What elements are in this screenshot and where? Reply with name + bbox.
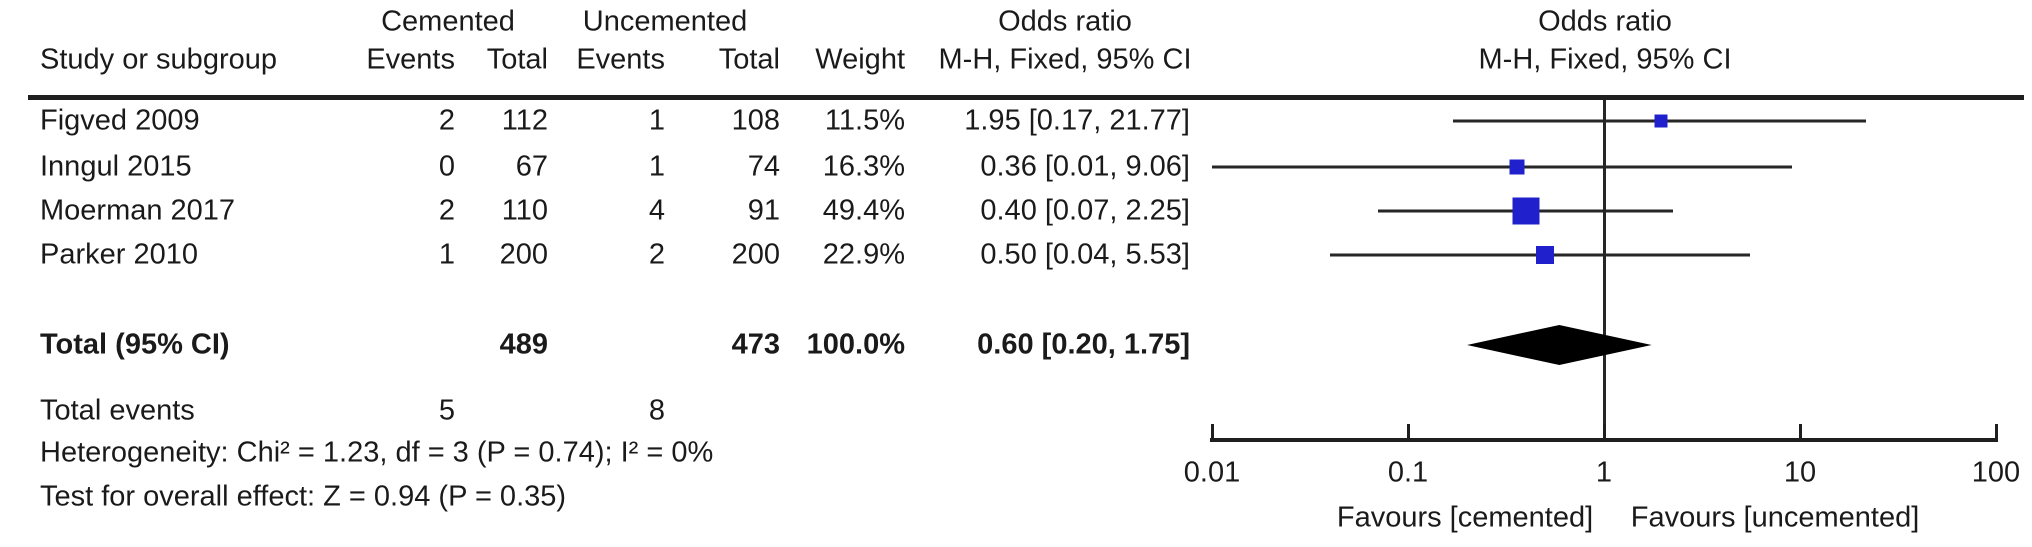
x-axis-tick bbox=[1406, 424, 1410, 440]
x-axis-line bbox=[1210, 438, 1998, 442]
header-cemented-total: Total bbox=[486, 43, 548, 76]
effect-square bbox=[1509, 159, 1525, 175]
x-axis-tick-label: 0.1 bbox=[1387, 456, 1429, 489]
study-weight: 49.4% bbox=[822, 194, 905, 227]
header-uncemented-total: Total bbox=[718, 43, 780, 76]
total-events-uncemented-value: 8 bbox=[648, 394, 665, 427]
header-or-column-title: Odds ratio bbox=[998, 5, 1132, 38]
uncemented-total: 200 bbox=[731, 238, 780, 271]
uncemented-total: 74 bbox=[747, 150, 780, 183]
x-axis-tick bbox=[1798, 424, 1802, 440]
study-name: Figved 2009 bbox=[40, 104, 200, 137]
uncemented-total: 91 bbox=[747, 194, 780, 227]
study-or-value: 0.40 [0.07, 2.25] bbox=[980, 194, 1190, 227]
total-weight: 100.0% bbox=[806, 328, 905, 361]
x-axis-tick bbox=[1602, 424, 1606, 440]
effect-square bbox=[1535, 246, 1554, 264]
effect-square bbox=[1512, 197, 1540, 225]
total-row-label: Total (95% CI) bbox=[40, 328, 230, 361]
favours-left-label: Favours [cemented] bbox=[1336, 501, 1594, 534]
header-group-cemented: Cemented bbox=[381, 5, 515, 38]
uncemented-events: 1 bbox=[648, 104, 665, 137]
study-or-value: 1.95 [0.17, 21.77] bbox=[964, 104, 1190, 137]
header-group-uncemented: Uncemented bbox=[582, 5, 748, 38]
header-uncemented-events: Events bbox=[576, 43, 665, 76]
uncemented-total: 108 bbox=[731, 104, 780, 137]
study-name: Parker 2010 bbox=[40, 238, 198, 271]
study-or-value: 0.50 [0.04, 5.53] bbox=[980, 238, 1190, 271]
pooled-diamond bbox=[1467, 325, 1652, 365]
cemented-events: 2 bbox=[438, 194, 455, 227]
header-rule bbox=[28, 95, 2024, 100]
x-axis-tick-label: 100 bbox=[1971, 456, 2021, 489]
effect-square bbox=[1654, 114, 1668, 128]
header-plot-title: Odds ratio bbox=[1538, 5, 1672, 38]
header-or-column-sub: M-H, Fixed, 95% CI bbox=[938, 43, 1192, 76]
total-events-cemented-value: 5 bbox=[438, 394, 455, 427]
x-axis-tick bbox=[1994, 424, 1998, 440]
total-or-value: 0.60 [0.20, 1.75] bbox=[977, 328, 1190, 361]
study-or-value: 0.36 [0.01, 9.06] bbox=[980, 150, 1190, 183]
uncemented-events: 4 bbox=[648, 194, 665, 227]
study-name: Inngul 2015 bbox=[40, 150, 192, 183]
cemented-events: 1 bbox=[438, 238, 455, 271]
total-uncemented-n: 473 bbox=[731, 328, 780, 361]
total-cemented-n: 489 bbox=[499, 328, 548, 361]
study-name: Moerman 2017 bbox=[40, 194, 236, 227]
cemented-total: 200 bbox=[499, 238, 548, 271]
uncemented-events: 2 bbox=[648, 238, 665, 271]
cemented-events: 2 bbox=[438, 104, 455, 137]
cemented-total: 110 bbox=[501, 194, 548, 227]
header-cemented-events: Events bbox=[366, 43, 455, 76]
x-axis-tick-label: 0.01 bbox=[1183, 456, 1241, 489]
x-axis-tick-label: 1 bbox=[1595, 456, 1613, 489]
header-weight: Weight bbox=[815, 43, 905, 76]
uncemented-events: 1 bbox=[648, 150, 665, 183]
ci-line bbox=[1212, 165, 1792, 169]
study-weight: 22.9% bbox=[822, 238, 905, 271]
cemented-total: 112 bbox=[501, 104, 548, 137]
cemented-total: 67 bbox=[515, 150, 548, 183]
total-events-label: Total events bbox=[40, 394, 195, 427]
header-plot-sub: M-H, Fixed, 95% CI bbox=[1478, 43, 1732, 76]
study-weight: 16.3% bbox=[822, 150, 905, 183]
x-axis-tick bbox=[1210, 424, 1214, 440]
overall-effect-text: Test for overall effect: Z = 0.94 (P = 0… bbox=[40, 480, 567, 513]
favours-right-label: Favours [uncemented] bbox=[1630, 501, 1920, 534]
x-axis-tick-label: 10 bbox=[1783, 456, 1817, 489]
study-weight: 11.5% bbox=[824, 104, 905, 137]
heterogeneity-text: Heterogeneity: Chi² = 1.23, df = 3 (P = … bbox=[40, 436, 714, 469]
null-effect-line bbox=[1603, 100, 1606, 442]
header-study: Study or subgroup bbox=[40, 43, 277, 76]
cemented-events: 0 bbox=[438, 150, 455, 183]
